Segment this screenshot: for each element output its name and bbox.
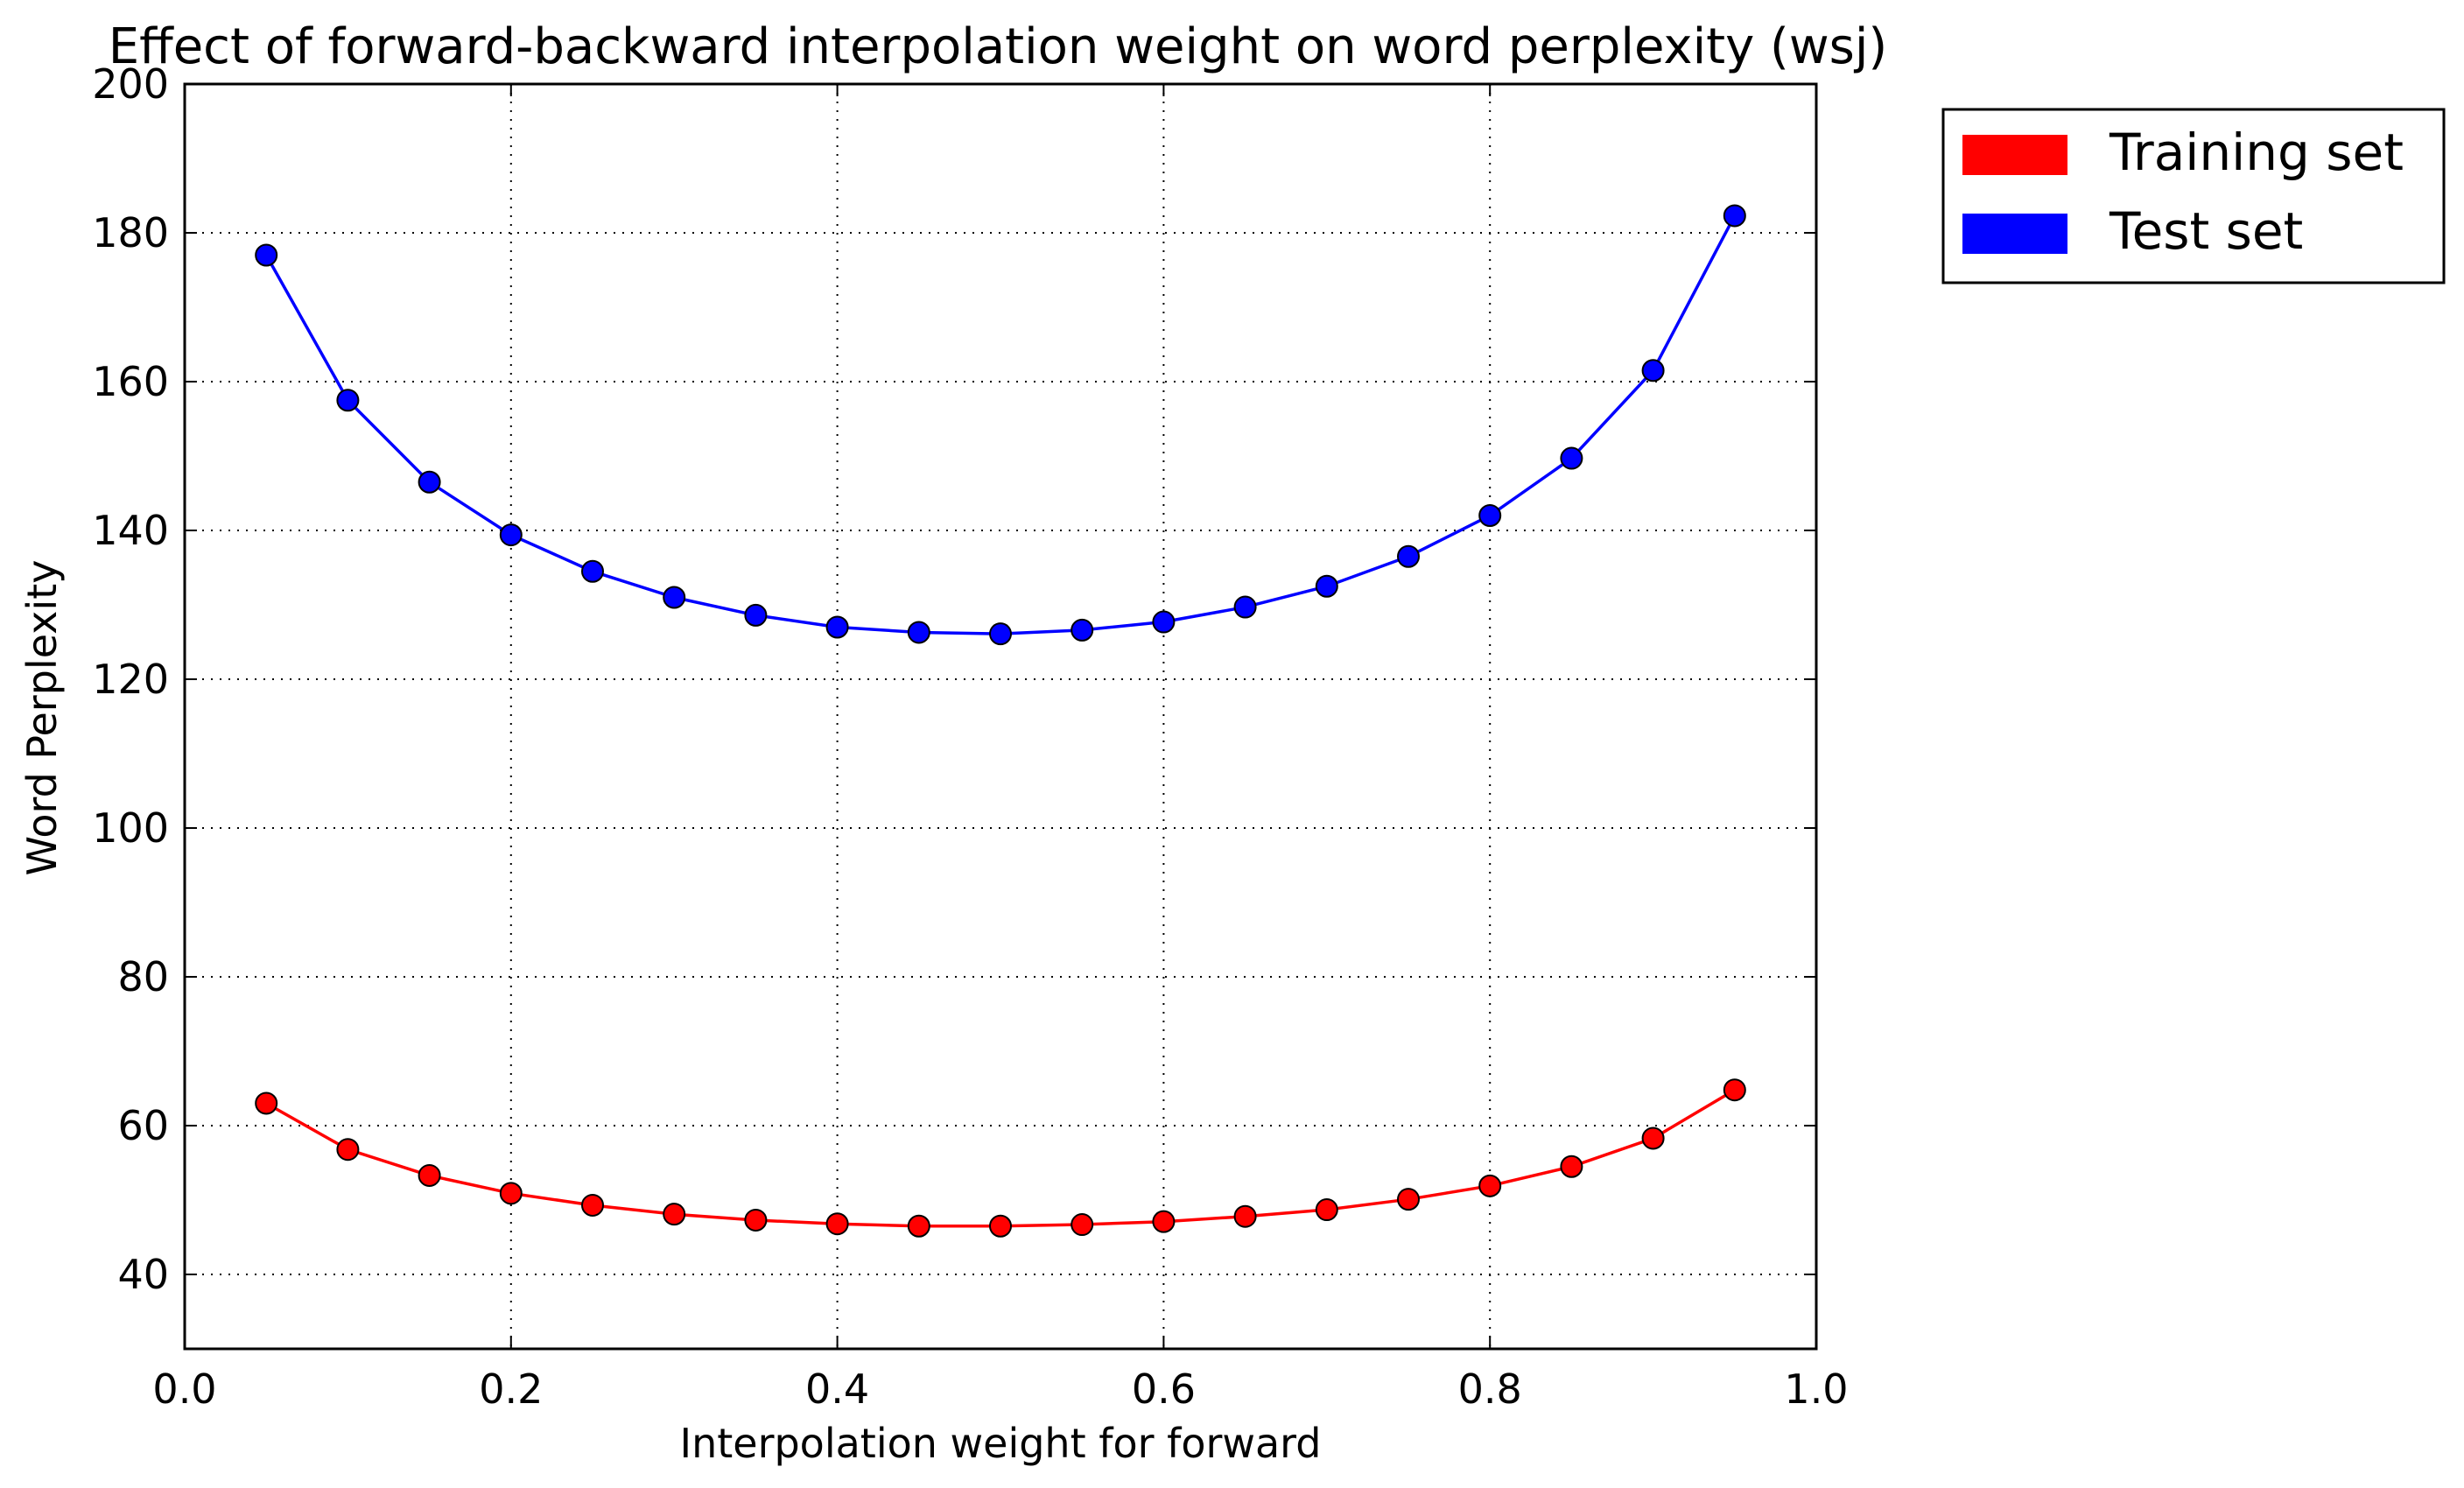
y-tick-label: 60 [117, 1102, 169, 1149]
data-point-test-set [744, 603, 768, 627]
y-tick-label: 100 [92, 804, 169, 852]
x-tick-label: 1.0 [1784, 1365, 1848, 1413]
data-point-training-set [1478, 1174, 1502, 1197]
x-tick-label: 0.2 [479, 1365, 543, 1413]
y-tick-label: 200 [92, 60, 169, 108]
data-point-test-set [1723, 204, 1746, 228]
data-point-training-set [581, 1193, 604, 1217]
x-tick-label: 0.0 [152, 1365, 216, 1413]
legend: Training set Test set [1941, 108, 2446, 284]
y-axis-label: Word Perplexity [18, 560, 66, 876]
data-point-training-set [1723, 1078, 1746, 1102]
x-tick-label: 0.8 [1458, 1365, 1522, 1413]
legend-swatch-training-set [1962, 135, 2067, 175]
data-point-training-set [1233, 1204, 1257, 1228]
data-point-training-set [663, 1203, 686, 1226]
data-point-test-set [825, 615, 849, 639]
data-point-test-set [1641, 359, 1665, 383]
data-point-test-set [1233, 595, 1257, 619]
y-tick-label: 120 [92, 656, 169, 703]
data-point-test-set [1397, 544, 1420, 568]
y-tick-label: 160 [92, 358, 169, 405]
grid [185, 84, 1816, 1349]
data-point-test-set [663, 586, 686, 609]
data-point-training-set [418, 1163, 441, 1187]
legend-label-test-set: Test set [2109, 201, 2303, 261]
data-point-test-set [581, 559, 604, 583]
data-point-test-set [418, 470, 441, 494]
data-point-test-set [1071, 618, 1094, 642]
data-point-test-set [499, 523, 523, 547]
y-tick-label: 80 [117, 953, 169, 1000]
series-group [255, 204, 1746, 1238]
data-point-training-set [989, 1214, 1012, 1238]
data-point-test-set [255, 243, 278, 267]
data-point-training-set [825, 1212, 849, 1236]
data-point-training-set [1152, 1210, 1176, 1233]
x-tick-label: 0.6 [1132, 1365, 1196, 1413]
data-point-training-set [1641, 1127, 1665, 1150]
data-point-training-set [744, 1208, 768, 1232]
y-tick-label: 40 [117, 1251, 169, 1298]
y-tick-label: 140 [92, 507, 169, 554]
x-axis-label: Interpolation weight for forward [680, 1420, 1322, 1467]
data-point-test-set [989, 622, 1012, 646]
data-point-training-set [255, 1091, 278, 1115]
data-point-training-set [1315, 1198, 1338, 1222]
plot-frame [183, 82, 1818, 1351]
legend-label-training-set: Training set [2109, 123, 2404, 182]
data-point-test-set [907, 621, 930, 644]
chart-title: Effect of forward-backward interpolation… [109, 18, 1888, 75]
data-point-training-set [1071, 1213, 1094, 1237]
data-point-training-set [907, 1214, 930, 1238]
axes: 0.0 0.2 0.4 0.6 0.8 1.0 40 60 80 100 120 140 160 180 2… [92, 60, 1848, 1413]
data-point-training-set [1397, 1188, 1420, 1211]
legend-swatch-test-set [1962, 214, 2067, 254]
series-test-set [255, 204, 1746, 646]
data-point-test-set [1560, 446, 1583, 470]
y-tick-label: 180 [92, 209, 169, 256]
data-point-training-set [336, 1138, 360, 1162]
data-point-training-set [1560, 1155, 1583, 1178]
series-training-set [255, 1078, 1746, 1238]
x-tick-label: 0.4 [805, 1365, 869, 1413]
data-point-training-set [499, 1182, 523, 1205]
data-point-test-set [1478, 504, 1502, 527]
data-point-test-set [1152, 610, 1176, 634]
data-point-test-set [1315, 574, 1338, 598]
data-point-test-set [336, 389, 360, 412]
